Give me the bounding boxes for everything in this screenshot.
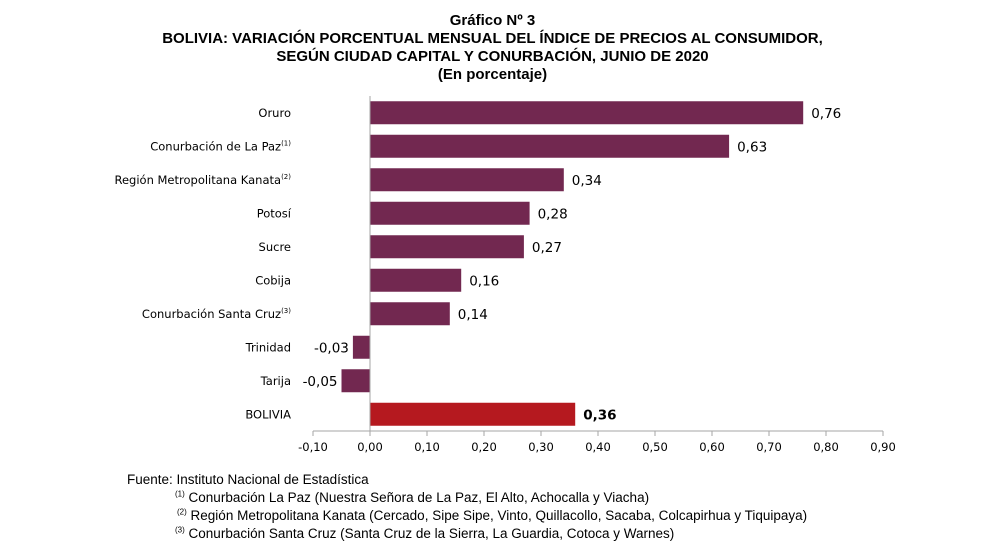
- x-tick-label-6: 0,40: [585, 440, 611, 454]
- chart-titles: Gráfico Nº 3 BOLIVIA: VARIACIÓN PORCENTU…: [0, 12, 985, 84]
- category-label-5: Sucre: [259, 240, 291, 254]
- value-label-4: 0,28: [538, 206, 568, 222]
- footnote-1: (1) Conurbación La Paz (Nuestra Señora d…: [127, 489, 807, 507]
- x-tick-label-8: 0,60: [699, 440, 725, 454]
- bar-8: [352, 335, 370, 359]
- footnote-1-mark: (1): [175, 489, 185, 499]
- footnote-3: (3) Conurbación Santa Cruz (Santa Cruz d…: [127, 525, 807, 543]
- category-label-8: Trinidad: [245, 340, 291, 354]
- x-tick-label-1: -0,10: [298, 440, 328, 454]
- bar-9: [341, 369, 370, 393]
- x-tick-label-5: 0,30: [528, 440, 554, 454]
- category-label-4: Potosí: [257, 206, 292, 220]
- x-tick-label-11: 0,90: [870, 440, 896, 454]
- category-label-6: Cobija: [255, 273, 291, 287]
- category-label-10: BOLIVIA: [245, 407, 291, 421]
- category-label-7: Conurbación Santa Cruz(3): [142, 307, 291, 321]
- value-label-7: 0,14: [458, 307, 488, 323]
- category-label-1: Oruro: [258, 106, 291, 120]
- value-label-5: 0,27: [532, 240, 562, 256]
- category-label-3: Región Metropolitana Kanata(2): [114, 173, 291, 187]
- footnote-2-mark: (2): [177, 507, 187, 517]
- bar-6: [370, 268, 462, 292]
- bar-chart: 0,76 Oruro 0,63 Conurbación de La Paz(1) 0,3…: [114, 96, 896, 454]
- bar-4: [370, 201, 530, 225]
- bar-1: [370, 101, 804, 125]
- value-label-9: -0,05: [303, 374, 338, 390]
- value-label-2: 0,63: [737, 139, 767, 155]
- x-tick-label-3: 0,10: [414, 440, 440, 454]
- chart-number: Gráfico Nº 3: [449, 12, 536, 29]
- value-label-6: 0,16: [469, 273, 499, 289]
- footnote-3-text: Conurbación Santa Cruz (Santa Cruz de la…: [188, 526, 675, 541]
- bar-2: [370, 134, 730, 158]
- x-tick-label-9: 0,70: [756, 440, 782, 454]
- bar-7: [370, 302, 450, 326]
- footnote-2-text: Región Metropolitana Kanata (Cercado, Si…: [190, 508, 808, 523]
- bar-3: [370, 168, 564, 192]
- x-tick-label-4: 0,20: [471, 440, 497, 454]
- chart-title: BOLIVIA: VARIACIÓN PORCENTUAL MENSUAL DE…: [162, 30, 823, 47]
- chart-unit: (En porcentaje): [437, 66, 548, 83]
- value-label-8: -0,03: [314, 340, 349, 356]
- bar-5: [370, 235, 524, 259]
- footnote-1-text: Conurbación La Paz (Nuestra Señora de La…: [188, 490, 650, 505]
- value-label-10: 0,36: [583, 407, 616, 423]
- category-label-2: Conurbación de La Paz(1): [150, 139, 291, 153]
- category-label-9: Tarija: [260, 374, 291, 388]
- bar-10: [370, 402, 576, 426]
- chart-title-continued: SEGÚN CIUDAD CAPITAL Y CONURBACIÓN, JUNI…: [276, 48, 709, 65]
- chart-footer: Fuente: Instituto Nacional de Estadístic…: [127, 471, 807, 543]
- x-tick-label-2: 0,00: [357, 440, 383, 454]
- x-tick-label-10: 0,80: [813, 440, 839, 454]
- footnote-2: (2) Región Metropolitana Kanata (Cercado…: [127, 507, 807, 525]
- source-note: Fuente: Instituto Nacional de Estadístic…: [127, 472, 369, 487]
- x-tick-label-7: 0,50: [642, 440, 668, 454]
- value-label-3: 0,34: [572, 173, 602, 189]
- footnote-3-mark: (3): [175, 525, 185, 535]
- value-label-1: 0,76: [811, 106, 841, 122]
